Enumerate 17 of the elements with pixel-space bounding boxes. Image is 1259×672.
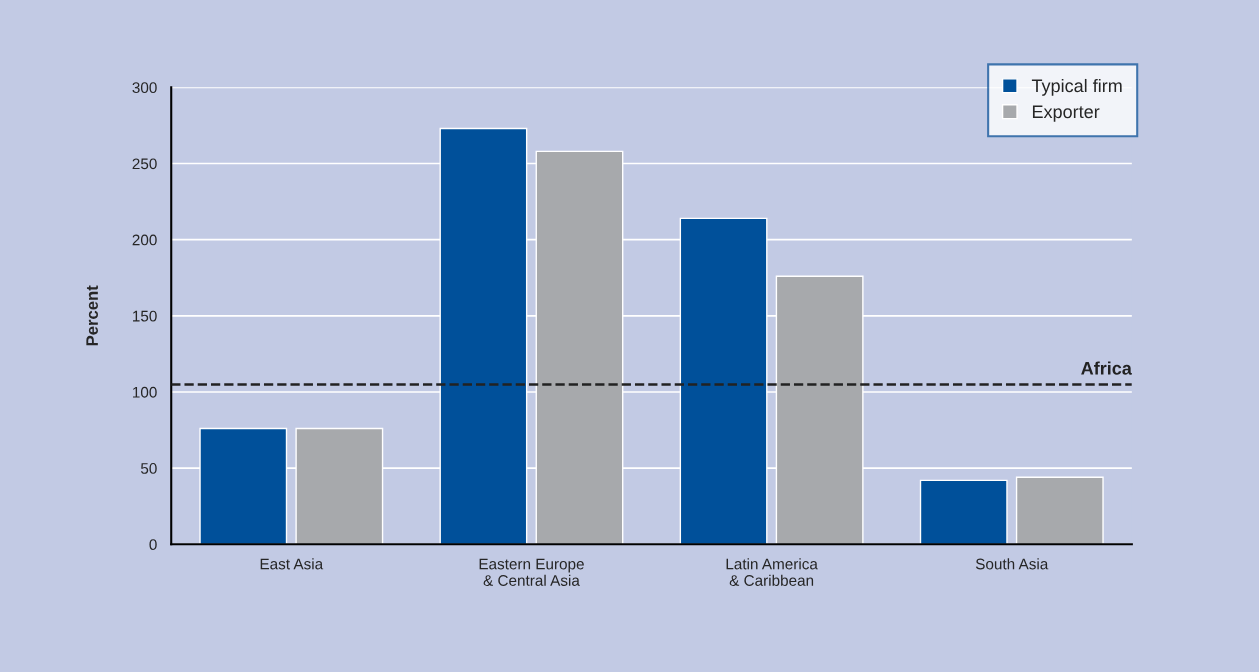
legend-label: Exporter — [1032, 105, 1100, 122]
y-tick-label: 150 — [133, 310, 157, 322]
y-tick-label: 100 — [133, 386, 157, 398]
bar — [919, 479, 1008, 545]
legend-label: Typical firm — [1031, 78, 1122, 96]
x-tick-label: Latin America & Caribbean — [726, 558, 818, 586]
y-axis-title: Percent — [86, 285, 98, 346]
y-tick-label: 50 — [140, 463, 157, 474]
y-tick-label: 200 — [132, 234, 157, 246]
x-tick-label: South Asia — [975, 558, 1049, 570]
y-tick-label: 0 — [149, 539, 157, 551]
y-tick-label: 250 — [132, 158, 157, 170]
x-tick-label: Eastern Europe & Central Asia — [479, 558, 584, 586]
ref-line-label: Africa — [1081, 361, 1132, 375]
bar — [1015, 476, 1104, 545]
y-tick-label: 300 — [132, 82, 157, 94]
x-tick-label: East Asia — [260, 558, 324, 570]
